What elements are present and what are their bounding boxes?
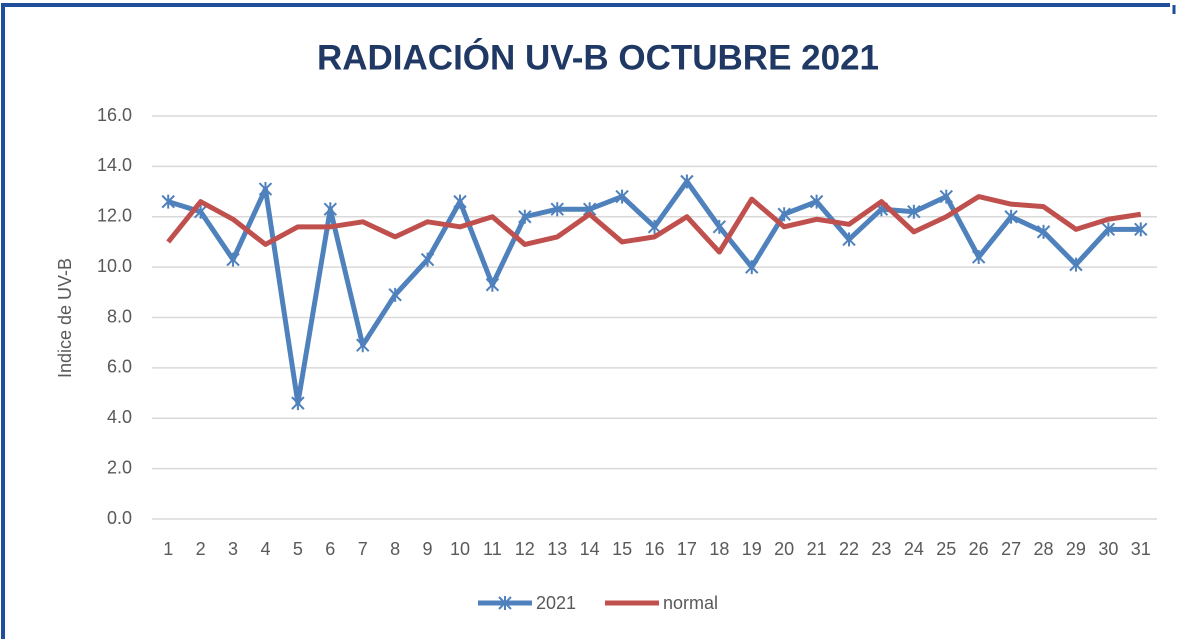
y-tick-label: 16.0: [97, 105, 132, 125]
marker: [1004, 209, 1018, 224]
frame: [1, 3, 1170, 639]
y-tick-label: 2.0: [107, 457, 132, 477]
legend-label: 2021: [536, 593, 576, 613]
marker: [647, 219, 662, 234]
x-tick-label: 22: [839, 539, 859, 559]
marker: [745, 260, 759, 275]
x-tick-label: 10: [450, 539, 470, 559]
x-tick-label: 13: [547, 539, 567, 559]
marker: [1134, 222, 1148, 237]
x-tick-label: 12: [515, 539, 535, 559]
marker: [161, 194, 175, 209]
x-tick-label: 1: [163, 539, 173, 559]
x-tick-label: 23: [871, 539, 891, 559]
x-tick-label: 9: [423, 539, 433, 559]
x-tick-label: 29: [1066, 539, 1086, 559]
marker: [842, 232, 856, 247]
y-axis-label: Indice de UV-B: [55, 258, 75, 378]
marker: [939, 189, 953, 204]
series-line: [166, 194, 1142, 255]
legend-marker: [498, 596, 512, 610]
x-tick-label: 4: [260, 539, 270, 559]
x-tick-label: 11: [483, 539, 502, 559]
marker: [615, 189, 629, 204]
chart-title: RADIACIÓN UV-B OCTUBRE 2021: [317, 37, 879, 77]
marker: [712, 219, 727, 234]
y-tick-label: 8.0: [107, 306, 132, 326]
x-tick-label: 27: [1001, 539, 1021, 559]
x-tick-label: 17: [677, 539, 697, 559]
marker: [453, 194, 467, 209]
x-tick-label: 28: [1034, 539, 1054, 559]
marker: [550, 202, 564, 217]
marker: [323, 202, 338, 217]
marker: [1036, 224, 1051, 239]
y-tick-label: 14.0: [97, 155, 132, 175]
marker: [291, 396, 305, 411]
x-tick-label: 7: [358, 539, 368, 559]
x-tick-label: 24: [904, 539, 924, 559]
x-tick-label: 19: [742, 539, 762, 559]
x-tick-label: 18: [709, 539, 729, 559]
marker: [809, 194, 824, 209]
x-tick-label: 8: [390, 539, 400, 559]
marker: [485, 277, 500, 292]
x-tick-label: 5: [293, 539, 303, 559]
y-tick-label: 10.0: [97, 256, 132, 276]
marker: [907, 204, 921, 219]
marker: [777, 207, 791, 222]
legend-label: normal: [663, 593, 718, 613]
x-tick-label: 14: [580, 539, 600, 559]
marker: [680, 174, 694, 189]
x-tick-label: 31: [1131, 539, 1151, 559]
x-tick-label: 20: [774, 539, 794, 559]
x-tick-label: 6: [325, 539, 335, 559]
marker: [388, 287, 402, 302]
x-tick-label: 3: [228, 539, 238, 559]
marker: [420, 252, 435, 267]
marker: [258, 182, 273, 197]
marker: [356, 338, 370, 353]
marker: [971, 250, 986, 265]
y-tick-label: 12.0: [97, 206, 132, 226]
marker: [1101, 222, 1116, 237]
marker: [518, 209, 532, 224]
x-tick-label: 16: [644, 539, 664, 559]
y-tick-label: 0.0: [107, 508, 132, 528]
y-tick-label: 4.0: [107, 407, 132, 427]
x-tick-label: 30: [1098, 539, 1118, 559]
x-tick-label: 2: [196, 539, 206, 559]
x-tick-label: 26: [969, 539, 989, 559]
marker: [226, 252, 240, 267]
x-tick-label: 21: [807, 539, 827, 559]
y-tick-label: 6.0: [107, 357, 132, 377]
x-tick-label: 25: [936, 539, 956, 559]
marker: [1069, 257, 1083, 272]
x-tick-label: 15: [612, 539, 632, 559]
